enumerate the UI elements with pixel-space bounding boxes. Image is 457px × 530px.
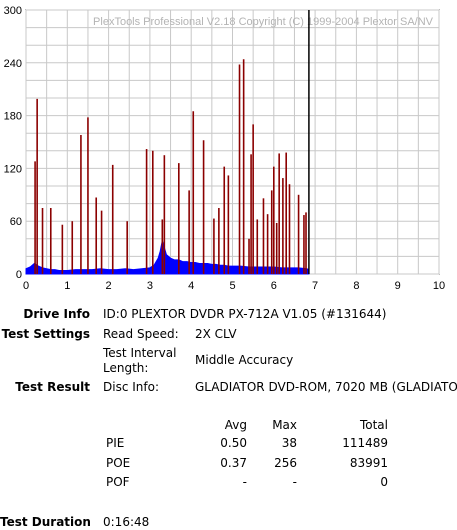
pie-series <box>25 240 310 275</box>
x-tick-label: 2 <box>106 280 112 292</box>
stats-row-pie-avg: 0.50 <box>220 436 247 450</box>
y-tick-label: 180 <box>4 111 22 123</box>
stats-row-pof-avg: - <box>242 475 247 489</box>
stats-row-poe-total: 83991 <box>349 456 388 470</box>
poe-series <box>34 59 307 274</box>
chart-title: PlexTools Professional V2.18 Copyright (… <box>93 16 434 28</box>
stats-header-avg: Avg <box>224 418 247 432</box>
test-duration-label: Test Duration <box>0 515 91 529</box>
y-tick-label: 60 <box>10 216 22 228</box>
disc-info-value: GLADIATOR DVD-ROM, 7020 MB (GLADIATOR) <box>195 380 457 394</box>
stats-row-pie-total: 111489 <box>342 436 388 450</box>
read-speed-label: Read Speed: <box>103 327 179 341</box>
stats-row-pie-name: PIE <box>106 436 125 450</box>
y-axis-ticks: 0 60 120 180 240 300 <box>4 5 22 281</box>
x-tick-label: 6 <box>271 280 277 292</box>
y-tick-label: 300 <box>4 5 22 17</box>
y-tick-label: 0 <box>16 269 22 281</box>
stats-row-poe-avg: 0.37 <box>220 456 247 470</box>
interval-label-line2: Length: <box>103 361 149 375</box>
x-tick-label: 7 <box>312 280 318 292</box>
test-settings-label: Test Settings <box>1 327 90 341</box>
drive-info-label: Drive Info <box>23 307 90 321</box>
stats-row-pof-total: 0 <box>380 475 388 489</box>
x-tick-label: 8 <box>353 280 359 292</box>
error-chart: PlexTools Professional V2.18 Copyright (… <box>4 5 445 292</box>
read-speed-value: 2X CLV <box>195 327 237 341</box>
drive-info-value: ID:0 PLEXTOR DVDR PX-712A V1.05 (#131644… <box>103 307 387 321</box>
x-tick-label: 10 <box>433 280 445 292</box>
x-tick-label: 9 <box>395 280 401 292</box>
y-tick-label: 120 <box>4 163 22 175</box>
stats-row-pof-max: - <box>292 475 297 489</box>
stats-row-poe-name: POE <box>106 456 131 470</box>
x-tick-label: 0 <box>23 280 29 292</box>
disc-info-label: Disc Info: <box>103 380 159 394</box>
x-tick-label: 4 <box>188 280 194 292</box>
stats-row-pof-name: POF <box>106 475 130 489</box>
test-duration-value: 0:16:48 <box>103 515 150 529</box>
stats-row-pie-max: 38 <box>281 436 297 450</box>
stats-header-max: Max <box>272 418 297 432</box>
x-tick-label: 5 <box>229 280 235 292</box>
interval-label-line1: Test Interval <box>103 346 177 360</box>
grid-lines <box>25 9 440 275</box>
x-axis-ticks: 0 1 2 3 4 5 6 7 8 9 10 <box>23 280 445 292</box>
test-result-label: Test Result <box>15 380 90 394</box>
stats-header-total: Total <box>359 418 388 432</box>
interval-value: Middle Accuracy <box>195 353 294 367</box>
stats-row-poe-max: 256 <box>274 456 297 470</box>
y-tick-label: 240 <box>4 58 22 70</box>
pie-area <box>25 240 310 275</box>
x-tick-label: 3 <box>147 280 153 292</box>
x-tick-label: 1 <box>64 280 70 292</box>
